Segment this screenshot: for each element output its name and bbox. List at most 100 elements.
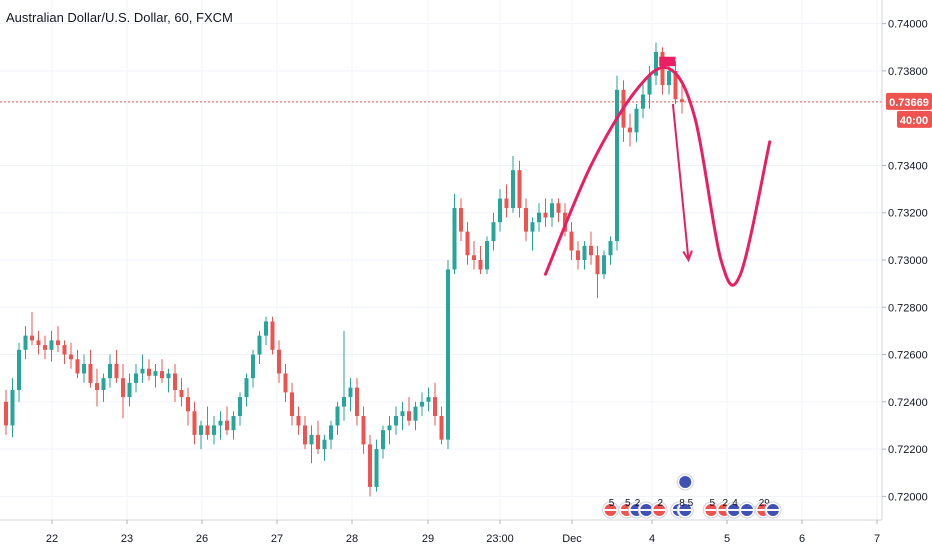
candle (413, 401, 418, 431)
candle (602, 250, 606, 279)
event-flag-icon[interactable]: 5 (602, 498, 619, 519)
candle-body (257, 335, 262, 355)
candle (186, 387, 190, 426)
candle (342, 330, 346, 421)
candle-body (23, 335, 28, 350)
candle (49, 330, 54, 362)
projection-arrow-line[interactable] (671, 103, 690, 261)
x-tick-label: 23 (121, 533, 133, 545)
candle (244, 373, 249, 407)
candle-body (342, 397, 346, 407)
candle (485, 236, 489, 275)
candle-body (615, 89, 619, 242)
candle-body (394, 416, 398, 426)
candle-body (459, 208, 463, 232)
candle-body (316, 434, 320, 450)
candle (576, 241, 580, 270)
candle-body (153, 371, 158, 376)
event-flag-icon[interactable] (738, 501, 756, 519)
event-flag-icon[interactable]: 8 5 (676, 498, 694, 519)
candle-body (43, 345, 47, 350)
candle-body (517, 170, 522, 208)
candle (550, 198, 554, 227)
countdown-badge-bg (897, 110, 932, 128)
candle (101, 373, 106, 402)
candle (556, 198, 561, 223)
candle (322, 434, 327, 461)
candle (634, 104, 639, 142)
candle-body (296, 416, 301, 426)
candle (205, 406, 210, 440)
candle (82, 354, 86, 383)
candle-body (88, 364, 93, 383)
event-flag-icon[interactable] (764, 501, 782, 519)
candle-body (283, 373, 288, 393)
candle-body (251, 354, 255, 379)
candle-body (30, 335, 34, 341)
candle (608, 236, 613, 265)
price-axis[interactable]: 0.74000 0.73800 0.73400 0.73200 0.73000 0.728… (882, 19, 928, 504)
y-tick-label: 0.73800 (888, 66, 928, 78)
candle-body (192, 411, 197, 435)
candle-body (387, 425, 392, 431)
candle-body (420, 401, 424, 407)
candle (654, 42, 658, 86)
candle-body (212, 425, 216, 435)
candle-body (160, 371, 164, 379)
candle-layer (4, 42, 684, 497)
x-tick-label: 7 (874, 533, 880, 545)
candle (329, 420, 333, 450)
event-flag-label: 2 (657, 498, 663, 509)
event-flag-icon[interactable]: 4 (725, 498, 743, 519)
candle (420, 392, 424, 416)
event-flag-icon[interactable]: 2 (650, 498, 668, 519)
candle-body (309, 434, 314, 445)
candle (277, 340, 281, 383)
event-flag-stripe (728, 509, 740, 511)
candle-body (82, 364, 86, 374)
candle-body (374, 449, 379, 487)
time-axis[interactable]: 22 23 26 27 28 29 23:00 Dec 4 5 6 7 (46, 520, 880, 545)
y-tick-label: 0.73400 (888, 160, 928, 172)
candle-body (491, 222, 496, 242)
y-tick-label: 0.72400 (888, 397, 928, 409)
candle-body (10, 390, 15, 426)
candle-body (400, 411, 405, 416)
candle-body (179, 390, 184, 398)
candle-body (121, 378, 125, 398)
candle (75, 349, 80, 379)
candle (231, 411, 236, 440)
candle-body (407, 411, 411, 421)
current-price-badge-bg (886, 92, 932, 110)
candle-body (186, 397, 190, 412)
x-tick-label: 22 (46, 533, 58, 545)
projection-arrow-head (682, 250, 693, 263)
projection-curve[interactable] (544, 65, 772, 287)
candle-body (602, 255, 606, 275)
event-flag-icon[interactable] (676, 473, 694, 491)
event-flag-icon[interactable]: 5 (702, 498, 720, 519)
resistance-rectangle[interactable] (659, 56, 676, 67)
event-flag-label: 5 (709, 498, 715, 509)
candle (43, 335, 47, 360)
candle (361, 406, 366, 454)
y-tick-label: 0.74000 (888, 19, 928, 31)
event-flag-stripe (679, 509, 692, 511)
candle-body (641, 94, 645, 109)
candle (88, 349, 93, 388)
candle (537, 203, 541, 232)
candle (30, 312, 34, 346)
candle (173, 364, 177, 402)
event-flag-icon[interactable] (637, 501, 655, 519)
candle-body (654, 52, 658, 76)
countdown-label: 40:00 (900, 115, 928, 127)
candle (153, 364, 158, 388)
candle (641, 80, 645, 119)
candle-body (277, 349, 281, 374)
candle-body (290, 392, 294, 416)
x-tick-label: 29 (422, 533, 434, 545)
candle-body (569, 231, 574, 251)
candle (147, 359, 151, 381)
